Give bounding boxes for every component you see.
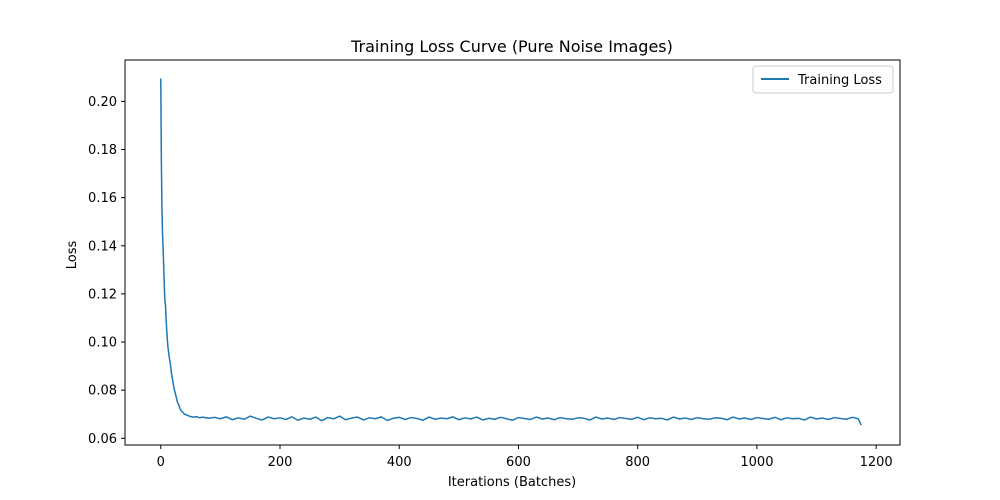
x-tick-label: 1200 <box>860 455 893 470</box>
y-tick-label: 0.06 <box>88 432 117 447</box>
legend-box <box>752 65 894 94</box>
chart-title: Training Loss Curve (Pure Noise Images) <box>350 37 673 56</box>
series-line-0 <box>160 78 862 426</box>
y-tick-label: 0.16 <box>88 191 117 206</box>
y-tick-label: 0.12 <box>88 287 117 302</box>
x-tick-label: 0 <box>157 455 165 470</box>
y-axis-ticks: 0.06 0.08 0.10 0.12 0.14 0.16 0.18 0.20 <box>88 95 125 447</box>
y-axis-label: Loss <box>65 241 80 270</box>
x-tick-label: 400 <box>387 455 412 470</box>
plot-frame <box>124 59 901 446</box>
y-tick-label: 0.14 <box>88 239 117 254</box>
y-tick-label: 0.18 <box>88 143 117 158</box>
y-tick-label: 0.10 <box>88 336 117 351</box>
y-tick-label: 0.08 <box>88 384 117 399</box>
legend-label: Training Loss <box>797 73 882 88</box>
x-tick-label: 600 <box>506 455 531 470</box>
plot-area <box>160 78 862 426</box>
x-tick-label: 1000 <box>740 455 773 470</box>
x-tick-label: 200 <box>268 455 293 470</box>
series-layer <box>160 78 862 426</box>
y-tick-label: 0.20 <box>88 95 117 110</box>
x-axis-ticks: 0 200 400 600 800 1000 1200 <box>157 445 893 470</box>
legend: Training Loss <box>752 65 894 94</box>
x-tick-label: 800 <box>625 455 650 470</box>
x-axis-label: Iterations (Batches) <box>448 475 576 490</box>
